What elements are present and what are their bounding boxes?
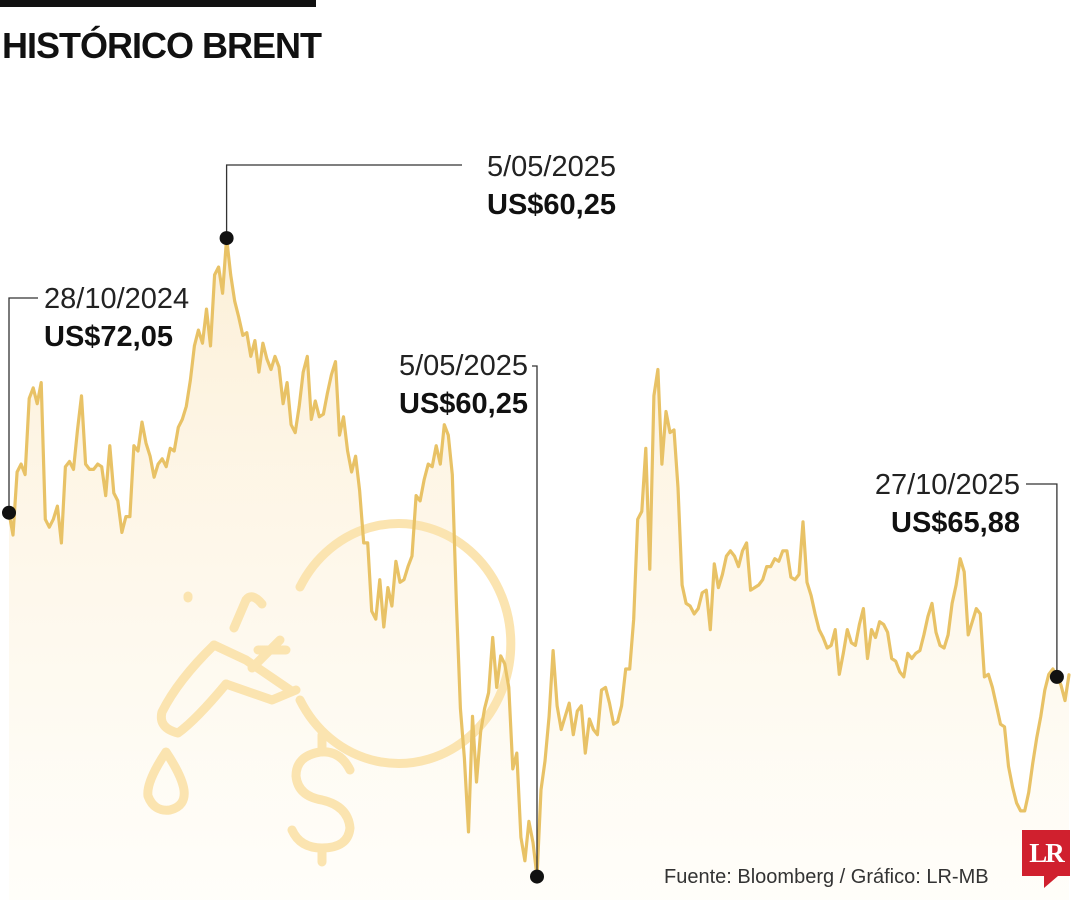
callout-point (219, 231, 234, 246)
title-rule (0, 0, 316, 7)
callout-leader (532, 365, 538, 877)
callout-2: 5/05/2025 US$60,25 (219, 151, 616, 246)
chart-title: HISTÓRICO BRENT (2, 25, 322, 66)
price-area (9, 238, 1069, 900)
callout-date: 28/10/2024 (44, 283, 189, 315)
source-note: Fuente: Bloomberg / Gráfico: LR-MB (664, 866, 989, 888)
callout-3: 5/05/2025 US$60,25 (399, 350, 544, 884)
price-line (7, 236, 1071, 879)
lr-logo-tail (1044, 876, 1058, 888)
callout-point (2, 505, 16, 520)
callout-4: 27/10/2025 US$65,88 (875, 469, 1064, 684)
fuel-price-icon (143, 519, 516, 867)
callout-leader (1026, 483, 1058, 677)
callout-date: 5/05/2025 (487, 151, 616, 183)
callout-point (1049, 669, 1064, 684)
callout-value: US$65,88 (891, 507, 1020, 539)
callout-value: US$60,25 (399, 388, 528, 420)
callout-1: 28/10/2024 US$72,05 (2, 283, 189, 520)
callout-value: US$60,25 (487, 189, 616, 221)
callout-value: US$72,05 (44, 321, 173, 353)
callout-leader (8, 297, 38, 513)
callout-date: 27/10/2025 (875, 469, 1020, 501)
lr-logo: LR (1022, 830, 1070, 876)
callout-date: 5/05/2025 (399, 350, 528, 382)
callout-leader (225, 164, 462, 239)
callout-point (530, 869, 544, 884)
